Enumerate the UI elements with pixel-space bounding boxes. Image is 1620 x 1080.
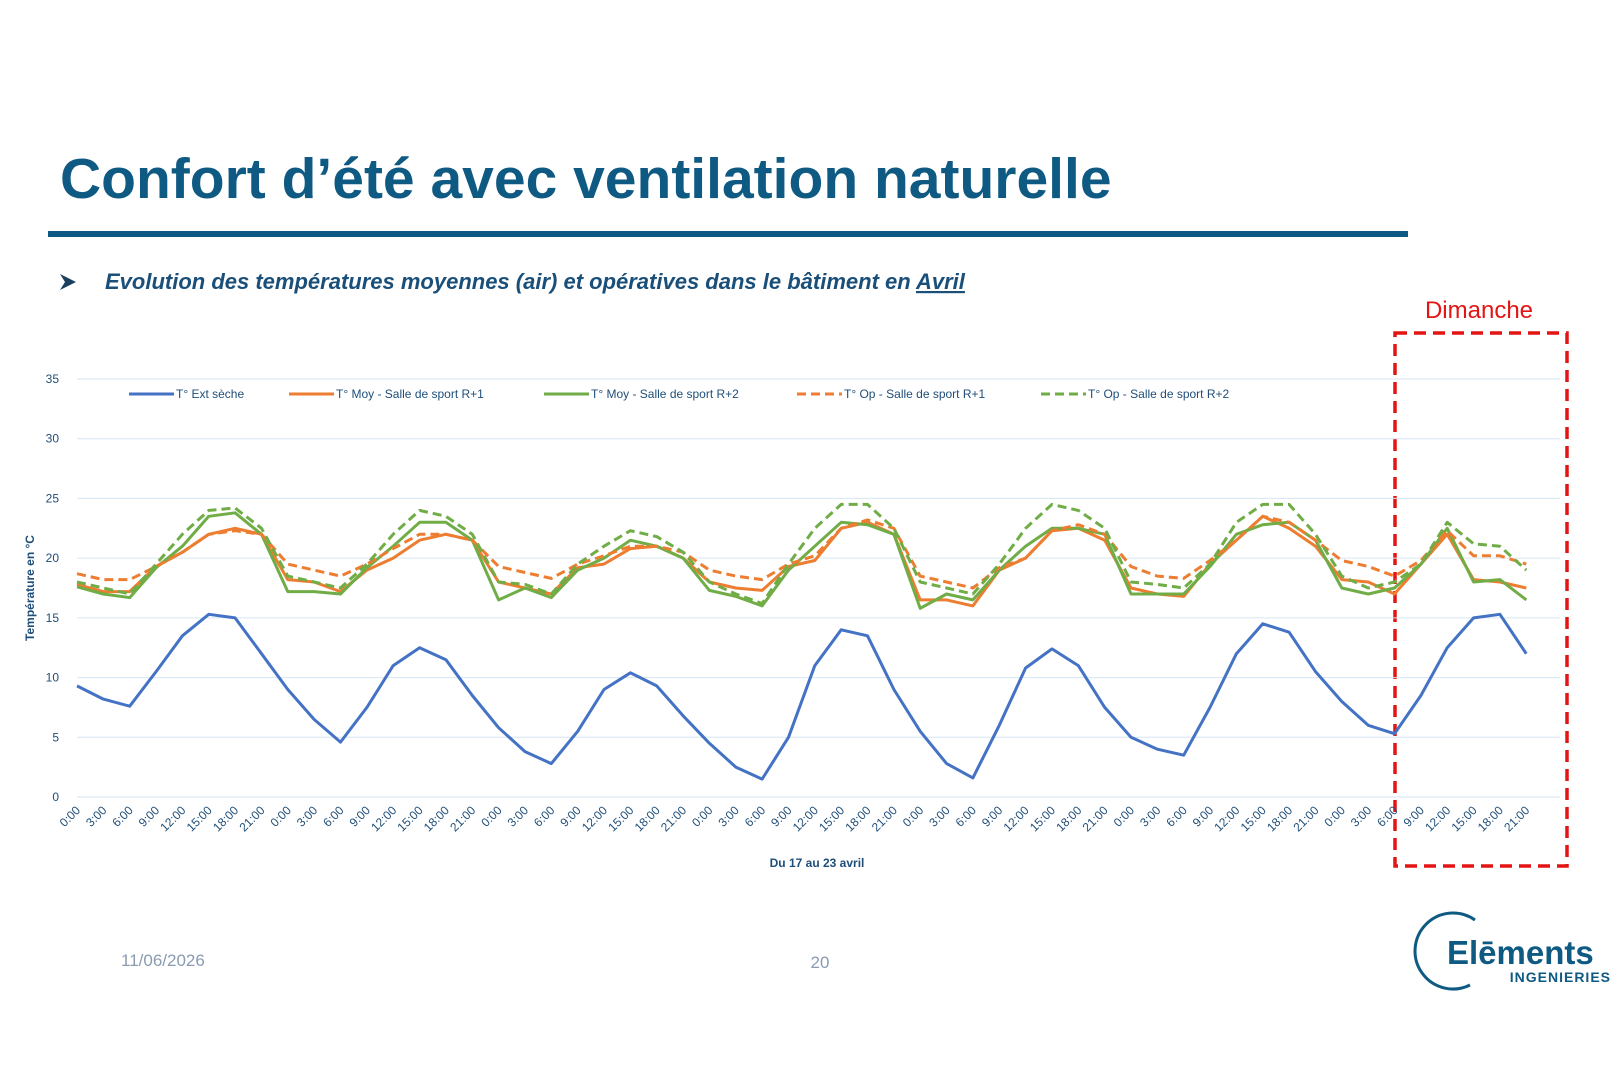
y-tick-label: 35 <box>46 372 60 386</box>
y-axis-label: Température en °C <box>23 535 37 641</box>
x-tick-label: 18:00 <box>632 803 663 834</box>
logo-tagline: INGENIERIES <box>1510 969 1611 985</box>
x-tick-label: 6:00 <box>742 803 769 830</box>
x-tick-label: 18:00 <box>421 803 452 834</box>
x-tick-label: 6:00 <box>320 803 347 830</box>
x-tick-label: 15:00 <box>395 803 426 834</box>
bullet-arrow <box>60 274 76 290</box>
x-tick-label: 21:00 <box>1290 803 1321 834</box>
subtitle-link: Avril <box>915 269 966 294</box>
y-tick-label: 10 <box>46 671 60 685</box>
subtitle: Evolution des températures moyennes (air… <box>105 269 966 294</box>
y-tick-label: 0 <box>52 790 59 804</box>
series-line <box>76 514 1527 590</box>
x-tick-label: 21:00 <box>447 803 478 834</box>
x-tick-label: 12:00 <box>368 803 399 834</box>
x-tick-label: 12:00 <box>790 803 821 834</box>
logo-arc <box>1413 911 1476 991</box>
legend-label: T° Op - Salle de sport R+1 <box>844 387 986 401</box>
legend-label: T° Moy - Salle de sport R+2 <box>591 387 739 401</box>
legend-label: T° Moy - Salle de sport R+1 <box>336 387 484 401</box>
x-tick-label: 0:00 <box>478 803 505 830</box>
x-tick-label: 15:00 <box>1027 803 1058 834</box>
x-tick-label: 15:00 <box>1238 803 1269 834</box>
x-tick-label: 12:00 <box>157 803 188 834</box>
slide-title: Confort d’été avec ventilation naturelle <box>60 147 1112 211</box>
x-tick-label: 0:00 <box>689 803 716 830</box>
x-tick-label: 3:00 <box>1137 803 1164 830</box>
x-tick-label: 12:00 <box>1422 803 1453 834</box>
y-tick-label: 20 <box>46 551 60 565</box>
x-tick-label: 18:00 <box>1053 803 1084 834</box>
x-tick-label: 3:00 <box>505 803 532 830</box>
x-tick-label: 3:00 <box>1348 803 1375 830</box>
x-tick-label: 15:00 <box>816 803 847 834</box>
x-tick-label: 6:00 <box>1374 803 1401 830</box>
series-line <box>76 511 1528 610</box>
x-tick-label: 6:00 <box>531 803 558 830</box>
x-tick-label: 0:00 <box>268 803 295 830</box>
series-line <box>76 502 1528 605</box>
x-tick-label: 3:00 <box>83 803 110 830</box>
x-tick-label: 3:00 <box>294 803 321 830</box>
highlight-box <box>1393 331 1569 868</box>
x-tick-label: 21:00 <box>658 803 689 834</box>
x-tick-label: 21:00 <box>1501 803 1532 834</box>
page-number: 20 <box>811 953 830 972</box>
x-tick-label: 6:00 <box>1163 803 1190 830</box>
x-tick-label: 0:00 <box>1322 803 1349 830</box>
x-tick-label: 18:00 <box>210 803 241 834</box>
x-tick-label: 18:00 <box>1264 803 1295 834</box>
x-axis-label: Du 17 au 23 avril <box>770 856 865 870</box>
legend-label: T° Op - Salle de sport R+2 <box>1088 387 1230 401</box>
annotation: Dimanche <box>1425 297 1533 324</box>
x-tick-label: 21:00 <box>236 803 267 834</box>
x-tick-label: 12:00 <box>1211 803 1242 834</box>
footer-date: 11/06/2026 <box>121 951 205 970</box>
x-tick-label: 18:00 <box>1475 803 1506 834</box>
legend-label: T° Ext sèche <box>176 387 244 401</box>
logo: Elēments INGENIERIES <box>1413 911 1611 991</box>
x-tick-label: 3:00 <box>715 803 742 830</box>
y-tick-label: 15 <box>46 611 60 625</box>
x-tick-label: 21:00 <box>869 803 900 834</box>
x-tick-label: 0:00 <box>57 803 84 830</box>
logo-name: Elēments <box>1447 934 1594 971</box>
x-tick-label: 6:00 <box>109 803 136 830</box>
subtitle-text: Evolution des températures moyennes (air… <box>105 269 916 294</box>
x-tick-label: 12:00 <box>579 803 610 834</box>
x-tick-label: 18:00 <box>842 803 873 834</box>
y-tick-label: 5 <box>52 730 59 744</box>
title-rule <box>48 231 1408 237</box>
series-line <box>76 612 1528 781</box>
x-tick-label: 15:00 <box>605 803 636 834</box>
y-tick-label: 30 <box>46 432 60 446</box>
y-tick-label: 25 <box>46 491 60 505</box>
x-tick-label: 12:00 <box>1001 803 1032 834</box>
x-tick-label: 21:00 <box>1080 803 1111 834</box>
x-tick-label: 15:00 <box>184 803 215 834</box>
x-tick-label: 0:00 <box>1111 803 1138 830</box>
x-tick-label: 15:00 <box>1449 803 1480 834</box>
x-tick-label: 6:00 <box>953 803 980 830</box>
x-tick-label: 0:00 <box>900 803 927 830</box>
x-tick-label: 3:00 <box>926 803 953 830</box>
